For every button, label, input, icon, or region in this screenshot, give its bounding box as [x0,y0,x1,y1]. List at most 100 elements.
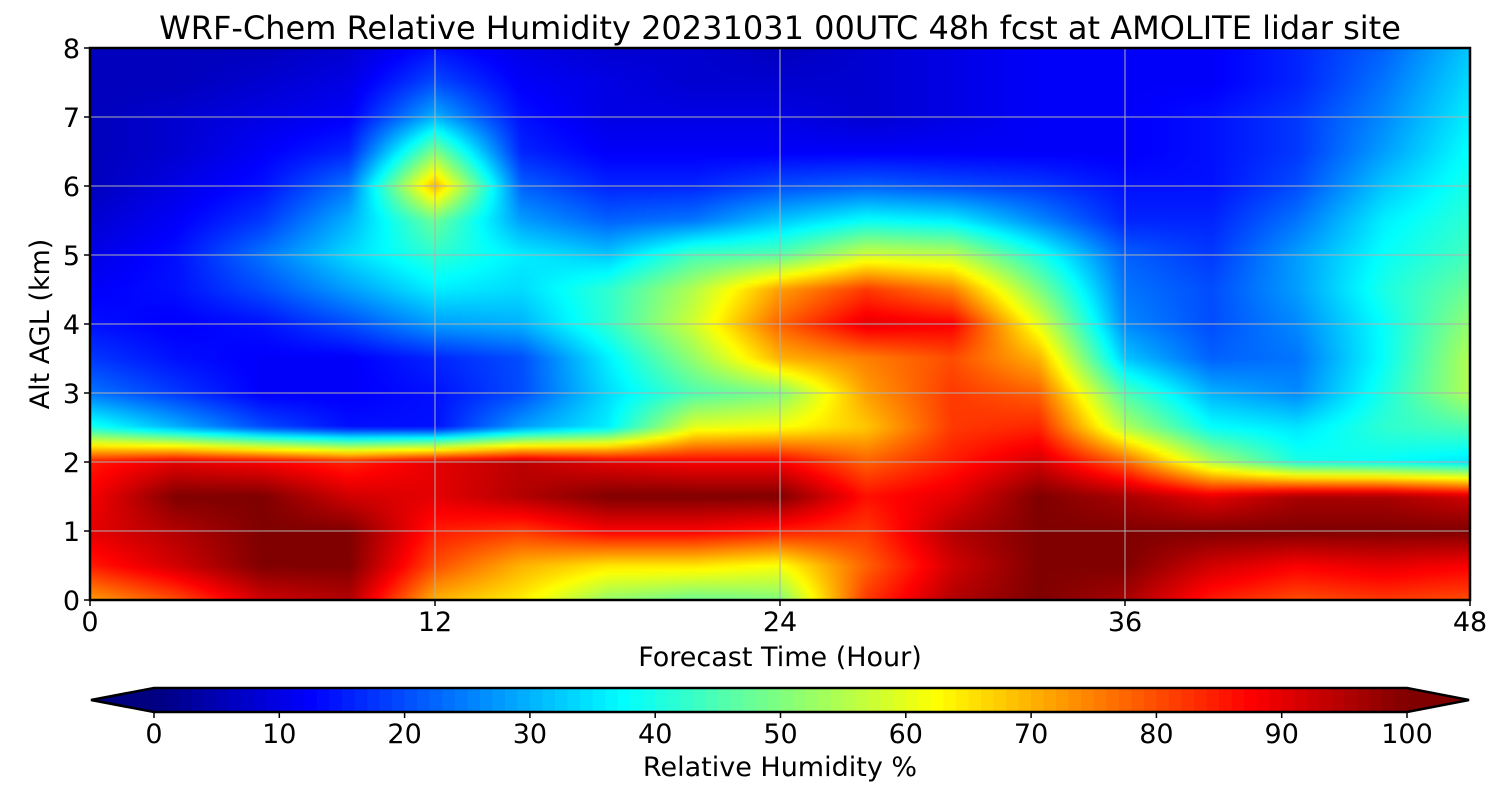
y-tick-label: 8 [63,34,80,65]
colorbar-tick-label: 50 [763,719,797,750]
colorbar-swatch [1219,688,1233,712]
colorbar-tick-label: 80 [1139,719,1173,750]
colorbar-low-extension [91,688,154,712]
colorbar-swatch [667,688,681,712]
colorbar-swatch [1244,688,1258,712]
y-tick-label: 4 [63,310,80,341]
colorbar-swatch [1118,688,1132,712]
colorbar-swatch [868,688,882,712]
colorbar-swatch [680,688,694,712]
x-axis-ticks: 0 12 24 36 48 [81,600,1487,638]
colorbar-tick-label: 70 [1014,719,1048,750]
colorbar-swatch [968,688,982,712]
colorbar-tick-label: 10 [262,719,296,750]
colorbar-swatch [1168,688,1183,712]
x-tick-label: 0 [81,607,98,638]
y-tick-label: 1 [63,517,80,548]
colorbar-swatch [216,688,230,712]
colorbar-swatch [980,688,995,712]
x-tick-label: 24 [763,607,797,638]
colorbar-swatch [417,688,431,712]
colorbar-swatch [905,688,919,712]
colorbar-swatch [1281,688,1295,712]
colorbar-swatch [392,688,406,712]
colorbar-tick-label: 20 [387,719,421,750]
colorbar-swatch [1294,688,1308,712]
colorbar-swatch [930,688,944,712]
colorbar-swatch [1331,688,1345,712]
colorbar-swatch [1031,688,1045,712]
colorbar-swatch [780,688,794,712]
colorbar-swatch [1081,688,1095,712]
colorbar-swatch [767,688,782,712]
colorbar-gradient [154,688,1408,712]
colorbar-swatch [1206,688,1220,712]
colorbar-swatch [304,688,318,712]
colorbar-swatch [504,688,518,712]
colorbar-swatch [1131,688,1145,712]
y-axis-label: Alt AGL (km) [25,239,56,410]
colorbar-swatch [279,688,293,712]
chart-title: WRF-Chem Relative Humidity 20231031 00UT… [159,9,1401,47]
colorbar-swatch [191,688,205,712]
colorbar-swatch [254,688,268,712]
colorbar-swatch [1056,688,1070,712]
colorbar-swatch [1394,688,1408,712]
colorbar-swatch [354,688,368,712]
y-axis-ticks: 0 1 2 3 4 5 6 7 8 [63,34,90,617]
colorbar-swatch [630,688,644,712]
colorbar-swatch [705,688,719,712]
colorbar-swatch [830,688,844,712]
colorbar-label: Relative Humidity % [643,752,917,783]
colorbar-swatch [1256,688,1270,712]
colorbar-swatch [454,688,468,712]
colorbar-swatch [367,688,381,712]
colorbar-swatch [1269,688,1283,712]
colorbar-swatch [517,688,531,712]
x-axis-label: Forecast Time (Hour) [638,642,922,673]
colorbar-swatch [1006,688,1020,712]
colorbar-swatch [542,688,556,712]
y-tick-label: 0 [63,586,80,617]
colorbar-high-extension [1407,688,1469,712]
colorbar-swatch [241,688,255,712]
colorbar-tick-label: 60 [889,719,923,750]
colorbar-swatch [341,688,356,712]
colorbar-swatch [154,688,168,712]
colorbar-swatch [793,688,807,712]
colorbar-swatch [554,688,569,712]
colorbar-swatch [291,688,305,712]
y-tick-label: 7 [63,103,80,134]
colorbar-swatch [1093,688,1107,712]
colorbar-swatch [379,688,393,712]
colorbar-swatch [955,688,970,712]
grid-lines [90,48,1470,600]
colorbar: 0 10 20 30 40 50 60 70 80 90 100 Relative Humidity… [90,686,1470,783]
x-tick-label: 12 [418,607,452,638]
colorbar-swatch [442,688,456,712]
colorbar-swatch [592,688,606,712]
y-tick-label: 5 [63,241,80,272]
colorbar-swatch [818,688,832,712]
y-tick-label: 2 [63,448,80,479]
colorbar-swatch [1369,688,1383,712]
colorbar-swatch [1143,688,1157,712]
y-tick-label: 6 [63,172,80,203]
colorbar-swatch [467,688,481,712]
colorbar-swatch [843,688,857,712]
x-tick-label: 48 [1453,607,1487,638]
colorbar-swatch [1356,688,1371,712]
colorbar-swatch [943,688,957,712]
colorbar-swatch [404,688,418,712]
colorbar-swatch [918,688,932,712]
colorbar-swatch [1231,688,1245,712]
colorbar-swatch [893,688,907,712]
colorbar-ticks: 0 10 20 30 40 50 60 70 80 90 100 [145,712,1433,750]
colorbar-swatch [1181,688,1195,712]
colorbar-swatch [1344,688,1358,712]
colorbar-swatch [692,688,706,712]
colorbar-swatch [567,688,581,712]
colorbar-swatch [742,688,757,712]
colorbar-swatch [617,688,631,712]
